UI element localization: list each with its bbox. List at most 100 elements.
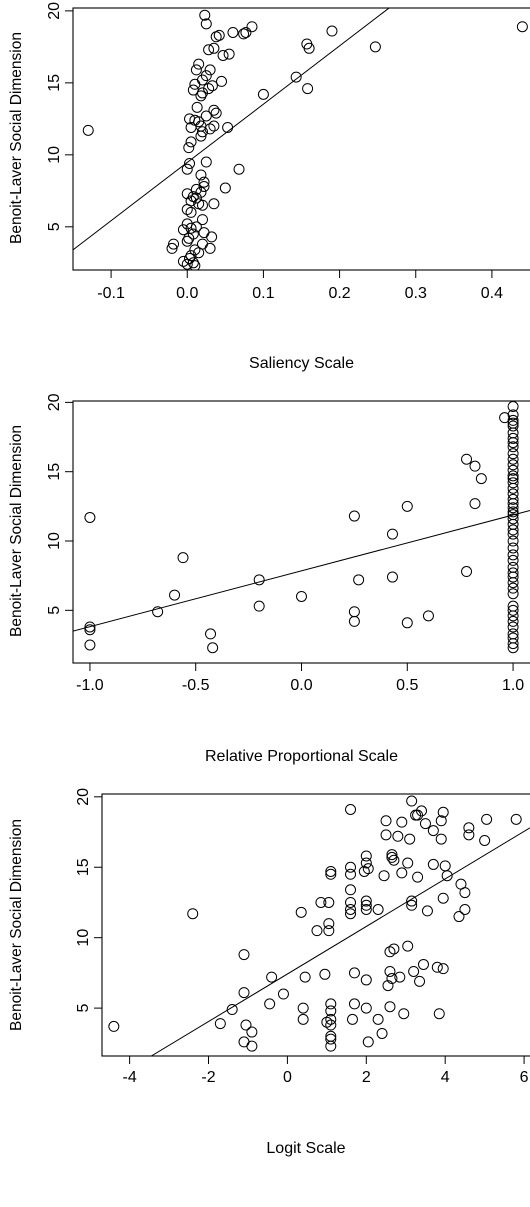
data-point <box>219 182 231 194</box>
data-point <box>394 971 406 983</box>
y-tick-label: 5 <box>46 606 63 615</box>
data-point <box>401 617 413 629</box>
data-point <box>507 437 519 449</box>
x-tick-label: 0.0 <box>290 677 312 694</box>
data-point <box>204 64 216 76</box>
data-point <box>204 242 216 254</box>
data-point <box>177 552 189 564</box>
data-point <box>189 78 201 90</box>
data-point <box>295 906 307 918</box>
data-point <box>264 998 276 1010</box>
data-point <box>200 156 212 168</box>
data-point <box>441 870 453 882</box>
y-tick-label: 20 <box>46 393 63 411</box>
data-point <box>416 805 428 817</box>
data-point <box>463 829 475 841</box>
data-point <box>311 925 323 937</box>
plot-frame <box>72 400 530 664</box>
data-point <box>222 121 234 133</box>
data-point <box>507 554 519 566</box>
y-axis-label: Benoit-Laver Social Dimension <box>8 425 25 637</box>
data-point <box>216 75 228 87</box>
data-point <box>386 849 398 861</box>
plot-area <box>73 401 530 654</box>
data-point <box>507 414 519 426</box>
data-point <box>507 464 519 476</box>
chart-saliency: -0.1 0.0 0.1 0.2 0.3 0.4 5 10 15 20 Saliency Scale… <box>8 2 530 372</box>
data-point <box>325 868 337 880</box>
data-point <box>190 64 202 76</box>
data-point <box>195 169 207 181</box>
data-point <box>196 238 208 250</box>
data-point <box>507 549 519 561</box>
data-point <box>353 574 365 586</box>
x-tick-label: -0.5 <box>182 677 210 694</box>
plot-area <box>108 795 530 1056</box>
data-point <box>345 908 357 920</box>
x-tick-label: 0.0 <box>176 285 198 302</box>
data-point <box>181 218 193 230</box>
data-point <box>82 124 94 136</box>
data-point <box>200 110 212 122</box>
data-point <box>507 518 519 530</box>
data-point <box>412 871 424 883</box>
x-tick-label: 0.3 <box>405 285 427 302</box>
data-point <box>348 510 360 522</box>
data-point <box>507 502 519 514</box>
x-axis-label: Saliency Scale <box>249 355 354 372</box>
data-point <box>302 83 314 95</box>
data-point <box>84 624 96 636</box>
data-point <box>507 453 519 465</box>
y-tick-label: 20 <box>75 788 92 806</box>
data-point <box>481 813 493 825</box>
data-point <box>208 42 220 54</box>
data-point <box>507 506 519 518</box>
data-point <box>439 860 451 872</box>
data-point <box>321 1016 333 1028</box>
data-point <box>507 513 519 525</box>
data-point <box>190 183 202 195</box>
chart-relative-proportional: -1.0 -0.5 0.0 0.5 1.0 5 10 15 20 Relative Proport… <box>8 393 530 765</box>
data-point <box>189 114 201 126</box>
data-point <box>507 542 519 554</box>
data-point <box>204 123 216 135</box>
data-point <box>404 833 416 845</box>
data-point <box>195 130 207 142</box>
data-point <box>362 1036 374 1048</box>
data-point <box>200 70 212 82</box>
data-point <box>297 1013 309 1025</box>
data-point <box>193 58 205 70</box>
data-point <box>325 1040 337 1052</box>
data-point <box>437 963 449 975</box>
data-point <box>360 1002 372 1014</box>
data-point <box>325 1030 337 1042</box>
data-point <box>84 511 96 523</box>
data-point <box>208 120 220 132</box>
data-point <box>183 142 195 154</box>
y-tick-label: 10 <box>46 532 63 550</box>
data-point <box>208 198 220 210</box>
data-point <box>392 830 404 842</box>
data-point <box>348 998 360 1010</box>
data-point <box>402 857 414 869</box>
data-point <box>406 795 418 807</box>
data-point <box>326 25 338 37</box>
data-point <box>181 188 193 200</box>
data-point <box>345 868 357 880</box>
data-point <box>362 863 374 875</box>
data-point <box>510 813 522 825</box>
data-point <box>507 477 519 489</box>
data-point <box>301 38 313 50</box>
data-point <box>189 260 201 270</box>
chart-logit: -4 -2 0 2 4 6 5 10 15 20 Logit Scale Benoit-Laver S… <box>8 788 530 1157</box>
data-point <box>507 588 519 600</box>
data-point <box>386 528 398 540</box>
data-point <box>253 574 265 586</box>
y-tick-label: 5 <box>46 222 63 231</box>
data-point <box>84 639 96 651</box>
data-point <box>463 822 475 834</box>
data-point <box>507 401 519 413</box>
data-point <box>398 1008 410 1020</box>
data-point <box>507 441 519 453</box>
data-point <box>168 238 180 250</box>
